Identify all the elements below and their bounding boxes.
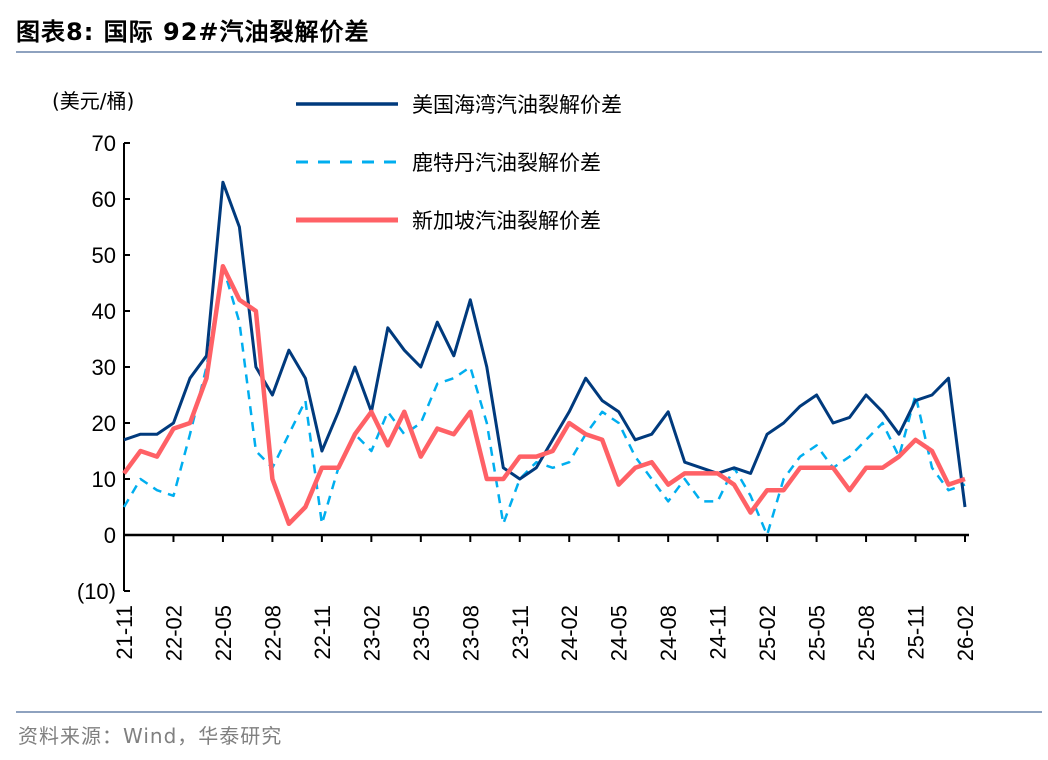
y-tick-label: 60 [92,187,116,212]
y-tick-label: 10 [92,467,116,492]
legend-label-1: 鹿特丹汽油裂解价差 [412,151,601,175]
x-tick-label: 22-05 [211,605,236,661]
chart-title: 图表8: 国际 92#汽油裂解价差 [16,18,370,46]
series-line-2 [122,263,966,527]
y-tick-label: 0 [104,523,116,548]
x-tick-label: 22-11 [310,605,335,660]
x-tick-label: 23-11 [508,605,533,660]
x-tick-label: 22-08 [260,605,285,661]
x-tick-label: 25-08 [854,605,879,661]
x-tick-label: 21-11 [112,605,137,660]
x-tick-label: 25-11 [904,605,929,660]
x-tick-label: 24-05 [607,605,632,661]
x-tick-label: 22-02 [161,605,186,661]
y-axis: 70 60 50 40 30 20 10 0 (10) [77,131,130,604]
y-tick-label: 70 [92,131,116,156]
y-tick-label: (10) [77,579,116,604]
title-rule [16,51,1042,53]
x-tick-label: 24-11 [706,605,731,660]
x-tick-label: 24-08 [656,605,681,661]
series-lines [122,180,967,537]
x-tick-label: 26-02 [953,605,978,661]
x-tick-label: 23-08 [458,605,483,661]
y-tick-label: 20 [92,411,116,436]
y-tick-label: 40 [92,299,116,324]
series-line-1 [122,264,966,537]
y-tick-label: 30 [92,355,116,380]
x-tick-label: 25-05 [805,605,830,661]
x-tick-label: 25-02 [755,605,780,661]
source-note: 资料来源：Wind，华泰研究 [18,724,283,748]
y-tick-label: 50 [92,243,116,268]
source-rule [16,711,1042,713]
y-axis-unit: (美元/桶) [52,89,134,113]
x-tick-label: 24-02 [557,605,582,661]
x-axis: 21-11 22-02 22-05 22-08 22-11 23-02 23-05 23-08… [112,533,978,661]
legend-label-0: 美国海湾汽油裂解价差 [412,93,622,117]
legend-label-2: 新加坡汽油裂解价差 [412,209,601,233]
x-tick-label: 23-05 [409,605,434,661]
x-tick-label: 23-02 [359,605,384,661]
